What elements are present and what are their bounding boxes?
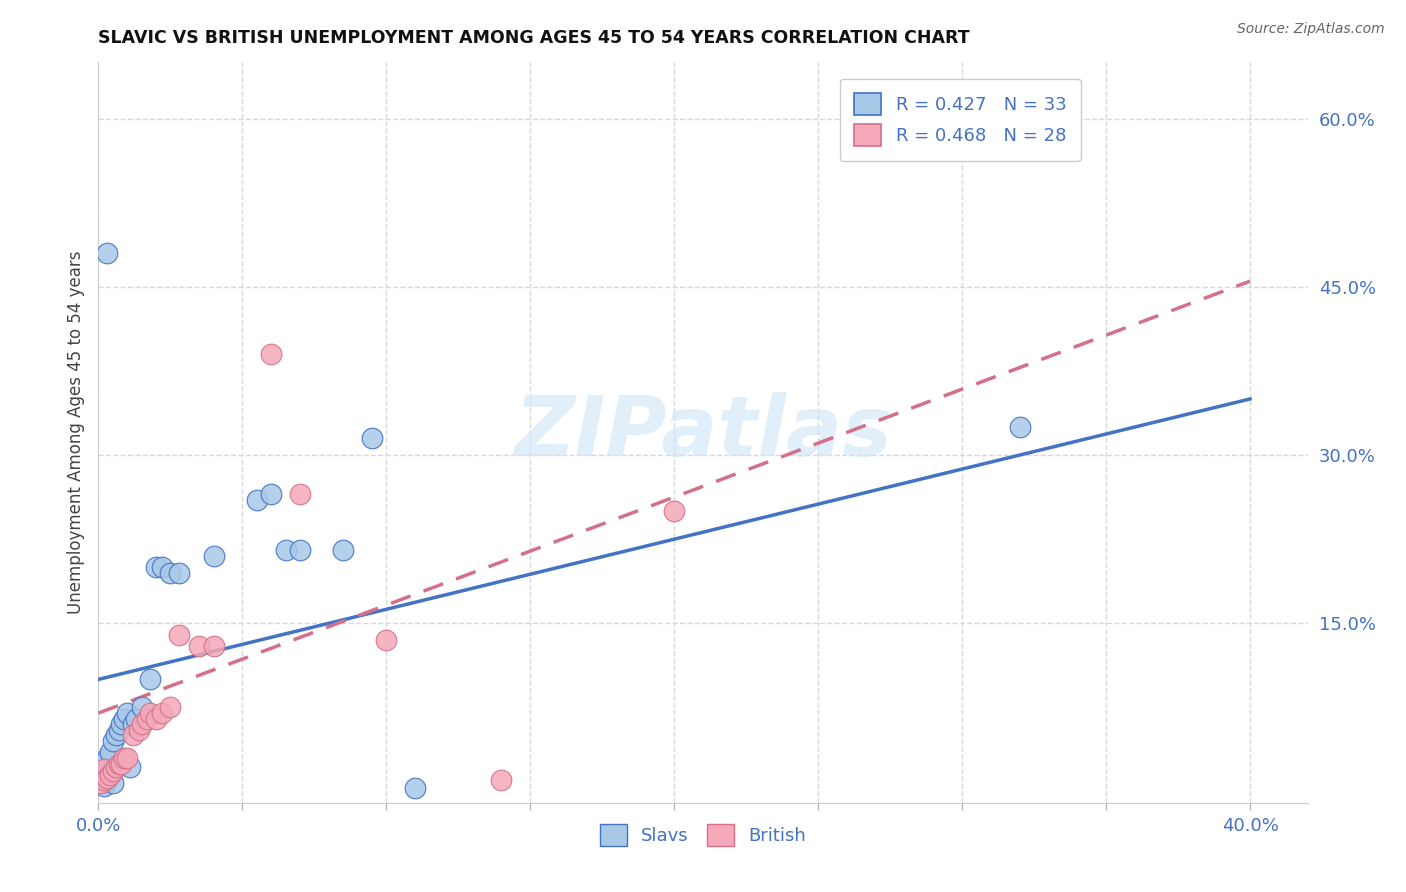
Point	[110, 756, 132, 771]
Point	[332, 543, 354, 558]
Point	[159, 700, 181, 714]
Point	[101, 764, 124, 779]
Point	[98, 768, 121, 782]
Point	[274, 543, 297, 558]
Point	[93, 768, 115, 782]
Point	[107, 756, 129, 771]
Point	[120, 760, 142, 774]
Point	[90, 773, 112, 788]
Point	[98, 745, 121, 759]
Point	[150, 706, 173, 720]
Point	[107, 723, 129, 737]
Point	[491, 773, 513, 788]
Point	[90, 775, 112, 789]
Point	[139, 706, 162, 720]
Point	[246, 492, 269, 507]
Point	[260, 487, 283, 501]
Point	[96, 246, 118, 260]
Point	[122, 729, 145, 743]
Point	[104, 729, 127, 743]
Text: Source: ZipAtlas.com: Source: ZipAtlas.com	[1237, 22, 1385, 37]
Point	[375, 633, 398, 648]
Point	[202, 549, 225, 563]
Point	[90, 756, 112, 771]
Point	[93, 773, 115, 788]
Point	[167, 566, 190, 580]
Point	[288, 487, 311, 501]
Point	[260, 347, 283, 361]
Point	[145, 560, 167, 574]
Point	[404, 781, 426, 796]
Point	[139, 673, 162, 687]
Point	[93, 762, 115, 776]
Point	[131, 717, 153, 731]
Point	[131, 700, 153, 714]
Y-axis label: Unemployment Among Ages 45 to 54 years: Unemployment Among Ages 45 to 54 years	[66, 251, 84, 615]
Point	[145, 712, 167, 726]
Point	[167, 627, 190, 641]
Point	[93, 779, 115, 793]
Point	[101, 775, 124, 789]
Point	[90, 768, 112, 782]
Text: SLAVIC VS BRITISH UNEMPLOYMENT AMONG AGES 45 TO 54 YEARS CORRELATION CHART: SLAVIC VS BRITISH UNEMPLOYMENT AMONG AGE…	[98, 29, 970, 47]
Point	[202, 639, 225, 653]
Point	[128, 723, 150, 737]
Point	[288, 543, 311, 558]
Point	[122, 717, 145, 731]
Point	[96, 773, 118, 788]
Point	[115, 751, 138, 765]
Point	[101, 734, 124, 748]
Point	[1008, 420, 1031, 434]
Point	[110, 717, 132, 731]
Point	[112, 751, 135, 765]
Point	[96, 751, 118, 765]
Point	[96, 771, 118, 785]
Point	[115, 706, 138, 720]
Point	[112, 712, 135, 726]
Point	[125, 712, 148, 726]
Point	[361, 431, 384, 445]
Legend: Slavs, British: Slavs, British	[592, 816, 814, 853]
Point	[159, 566, 181, 580]
Text: ZIPatlas: ZIPatlas	[515, 392, 891, 473]
Point	[136, 712, 159, 726]
Point	[664, 504, 686, 518]
Point	[104, 760, 127, 774]
Point	[188, 639, 211, 653]
Point	[150, 560, 173, 574]
